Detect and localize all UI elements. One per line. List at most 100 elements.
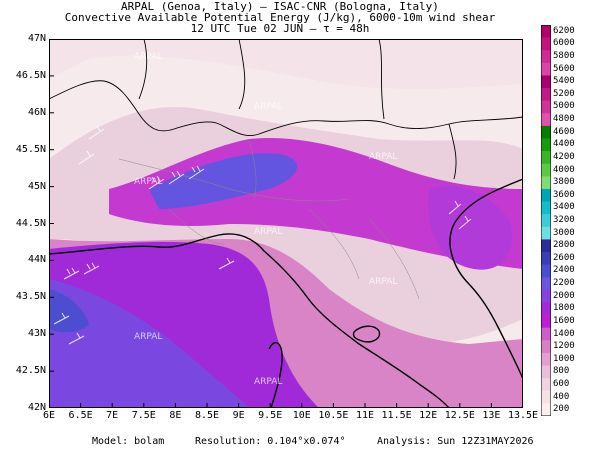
legend-label: 3400 [553,202,575,213]
latitude-tick-label: 44.5N [15,217,46,229]
watermarks: ARPAL ARPAL ARPAL ARPAL ARPAL ARPAL ARPA… [134,52,397,387]
legend-swatch [541,88,551,101]
legend-swatch [541,75,551,89]
legend-swatch [541,50,551,64]
legend-label: 2400 [553,265,575,276]
longitude-tick-label: 10.5E [318,410,349,421]
watermark: ARPAL [134,52,162,62]
longitude-tick-label: 6.5E [68,410,93,421]
analysis-label: Analysis: Sun 12Z31MAY2026 [377,436,534,447]
legend-label: 5600 [553,63,575,74]
longitude-tick-label: 11.5E [381,410,412,421]
borders [49,39,523,180]
watermark: ARPAL [254,102,282,112]
legend-label: 1200 [553,341,575,352]
legend-label: 6200 [553,25,575,36]
legend-swatch [541,62,551,76]
latitude-tick-label: 45N [27,180,46,192]
legend-label: 2000 [553,290,575,301]
cape-legend-bar [541,25,551,416]
legend-swatch [541,352,551,366]
latitude-tick-label: 47N [27,33,46,44]
longitude-tick-label: 11E [355,410,375,421]
latitude-tick-label: 42.5N [15,365,46,377]
legend-swatch [541,125,551,139]
legend-swatch [541,100,551,114]
legend-label: 4200 [553,151,575,162]
legend-label: 2600 [553,252,575,263]
cape-field-alps-light [49,39,523,89]
legend-label: 3200 [553,215,575,225]
legend-swatch [541,25,551,38]
legend-label: 3800 [553,177,575,188]
legend-label: 1400 [553,328,575,339]
legend-label: 5800 [553,51,575,62]
legend-swatch [541,252,551,265]
legend-swatch [541,188,551,202]
latitude-tick-label: 44N [27,254,46,266]
longitude-tick-label: 8E [169,410,182,421]
legend-label: 600 [553,378,570,389]
legend-label: 1600 [553,315,575,326]
legend-label: 5000 [553,101,575,112]
legend-label: 6000 [553,38,575,49]
legend-label: 4600 [553,126,575,137]
watermark: ARPAL [369,277,397,287]
resolution-label: Resolution: 0.104°x0.074° [195,436,346,447]
legend-swatch [541,277,551,291]
legend-swatch [541,327,551,341]
legend-swatch [541,403,551,416]
model-label: Model: bolam [92,436,165,447]
legend-label: 4000 [553,164,575,175]
title-line-1: ARPAL (Genoa, Italy) – ISAC-CNR (Bologna… [121,0,439,13]
legend-label: 200 [553,404,570,415]
longitude-tick-label: 12E [419,410,438,421]
legend-label: 5200 [553,88,575,99]
legend-swatch [541,390,551,404]
watermark: ARPAL [254,377,282,387]
watermark: ARPAL [254,227,282,237]
coastlines [49,178,523,408]
legend-swatch [541,226,551,240]
legend-swatch [541,264,551,278]
legend-swatch [541,340,551,354]
longitude-tick-label: 10E [292,410,311,421]
longitude-tick-label: 9.5E [258,410,283,421]
legend-swatch [541,239,551,253]
legend-swatch [541,37,551,51]
longitude-tick-label: 9E [232,410,245,421]
legend-label: 1000 [553,353,575,364]
legend-swatch [541,378,551,392]
latitude-tick-label: 42N [27,402,46,413]
title-line-2: Convective Available Potential Energy (J… [64,11,496,24]
longitude-tick-label: 13.5E [507,410,539,421]
legend-swatch [541,113,551,127]
latitude-tick-label: 46N [27,106,46,118]
cape-field-adriatic [428,185,513,270]
longitude-tick-label: 13E [482,410,501,421]
title-line-3: 12 UTC Tue 02 JUN – τ = 48h [190,22,370,35]
legend-label: 2800 [553,240,575,251]
legend-label: 2200 [553,278,575,289]
longitude-tick-label: 7E [106,410,119,421]
longitude-tick-label: 8.5E [194,410,220,421]
legend-swatch [541,365,551,379]
latitude-tick-label: 43N [27,328,46,340]
legend-swatch [541,151,551,165]
legend-swatch [541,176,551,190]
legend-label: 400 [553,391,570,402]
legend-swatch [541,315,551,329]
legend-swatch [541,302,551,316]
longitude-tick-label: 7.5E [131,410,156,421]
legend-frame [541,25,551,416]
cape-field-core-north [149,153,298,209]
wind-shear-barbs [53,125,472,345]
latitude-tick-label: 46.5N [15,69,46,81]
watermark: ARPAL [134,177,162,187]
latitude-tick-label: 43.5N [15,291,46,303]
axis-ticks [49,39,523,408]
longitude-tick-label: 12.5E [444,410,475,421]
legend-swatch [541,214,551,228]
legend-label: 3000 [553,227,575,238]
legend-label: 3600 [553,189,575,200]
